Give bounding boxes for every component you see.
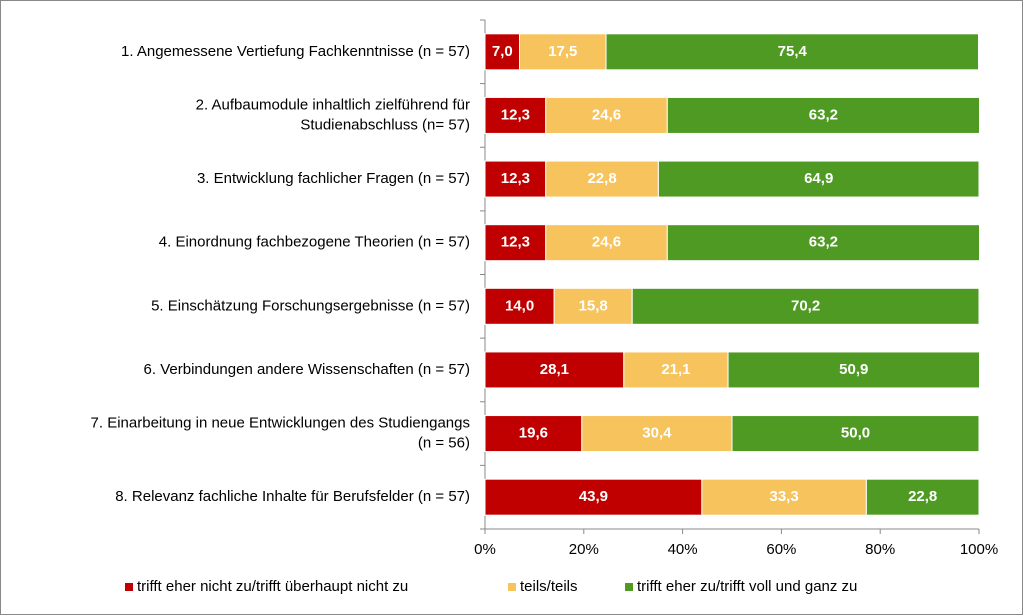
value-label: 64,9 (804, 170, 833, 187)
bar-segment (731, 415, 980, 453)
legend-label: trifft eher nicht zu/trifft überhaupt ni… (137, 578, 408, 595)
value-label: 22,8 (587, 170, 616, 187)
x-tick-label: 20% (569, 541, 599, 558)
legend-label: trifft eher zu/trifft voll und ganz zu (637, 578, 857, 595)
value-label: 12,3 (501, 234, 530, 251)
value-label: 15,8 (579, 297, 608, 314)
value-label: 50,0 (841, 425, 870, 442)
value-label: 21,1 (661, 361, 690, 378)
x-tick-label: 40% (668, 541, 698, 558)
value-label: 43,9 (579, 488, 608, 505)
bar-segment (605, 33, 980, 71)
bar-segment (865, 478, 980, 516)
category-label: 2. Aufbaumodule inhaltlich zielführend f… (196, 96, 470, 133)
legend-marker (508, 583, 516, 591)
value-label: 17,5 (548, 43, 577, 60)
x-tick-label: 80% (865, 541, 895, 558)
bar-segment (484, 160, 547, 198)
category-label: 7. Einarbeitung in neue Entwicklungen de… (91, 415, 470, 452)
value-label: 24,6 (592, 106, 621, 123)
value-label: 50,9 (839, 361, 868, 378)
value-label: 12,3 (501, 170, 530, 187)
legend-marker (625, 583, 633, 591)
bar-segment (484, 224, 547, 262)
category-label: 5. Einschätzung Forschungsergebnisse (n … (151, 297, 470, 314)
bar-segment (623, 351, 729, 389)
value-label: 30,4 (642, 425, 672, 442)
bar-segment (484, 96, 547, 134)
bar-segment (657, 160, 980, 198)
bar-segment (666, 224, 980, 262)
bar-segment (484, 287, 555, 325)
bar-segment (727, 351, 980, 389)
bar-segment (553, 287, 633, 325)
value-label: 63,2 (809, 234, 838, 251)
bar-segment (631, 287, 980, 325)
value-label: 33,3 (770, 488, 799, 505)
value-label: 70,2 (791, 297, 820, 314)
x-tick-label: 0% (474, 541, 496, 558)
value-label: 12,3 (501, 106, 530, 123)
category-label: 3. Entwicklung fachlicher Fragen (n = 57… (197, 170, 470, 187)
legend-label: teils/teils (520, 578, 578, 595)
bar-segment (545, 96, 668, 134)
value-label: 63,2 (809, 106, 838, 123)
bar-segment (545, 160, 659, 198)
value-label: 7,0 (492, 43, 513, 60)
value-label: 14,0 (505, 297, 534, 314)
x-tick-label: 100% (960, 541, 998, 558)
category-label: 6. Verbindungen andere Wissenschaften (n… (144, 361, 470, 378)
value-label: 75,4 (778, 43, 808, 60)
bar-segment (519, 33, 607, 71)
legend-marker (125, 583, 133, 591)
category-label: 8. Relevanz fachliche Inhalte für Berufs… (115, 488, 470, 505)
bar-segment (666, 96, 980, 134)
category-label: 1. Angemessene Vertiefung Fachkenntnisse… (121, 43, 470, 60)
category-label: 4. Einordnung fachbezogene Theorien (n =… (159, 234, 470, 251)
bar-segment (545, 224, 668, 262)
value-label: 22,8 (908, 488, 937, 505)
value-label: 24,6 (592, 234, 621, 251)
value-label: 19,6 (519, 425, 548, 442)
bar-segment (484, 351, 625, 389)
bar-segment (581, 415, 733, 453)
value-label: 28,1 (540, 361, 569, 378)
x-tick-label: 60% (766, 541, 796, 558)
